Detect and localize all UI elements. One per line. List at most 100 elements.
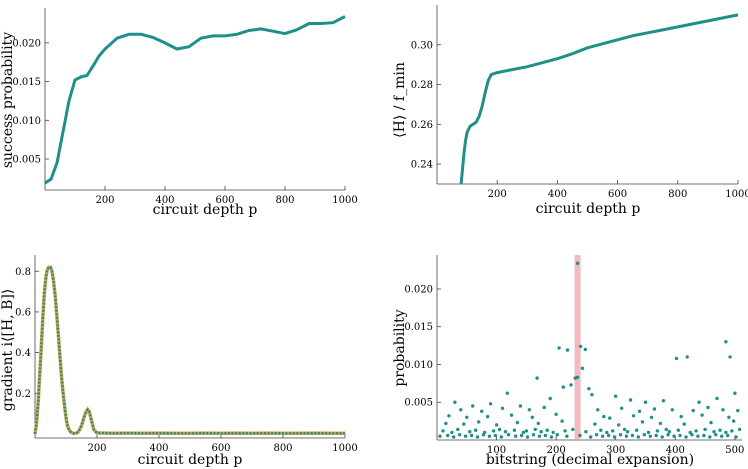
data-point — [459, 408, 463, 412]
gradient-line — [33, 266, 345, 435]
data-point — [594, 433, 599, 437]
data-point — [519, 433, 524, 438]
success-probability-line — [44, 15, 346, 185]
y-tick-label: 0.020 — [12, 38, 41, 49]
data-point — [450, 430, 454, 435]
data-point — [617, 423, 621, 427]
data-point — [684, 435, 688, 439]
y-tick-label: 0.30 — [411, 40, 433, 51]
data-point — [494, 423, 499, 427]
panel-gradient: 200 400 600 800 1000 0.2 0.4 0.6 0.8 circuit de… — [0, 255, 358, 468]
data-point — [584, 430, 588, 434]
y-ticks: 0.2 0.4 0.6 0.8 — [15, 267, 39, 400]
data-point — [513, 434, 518, 438]
gradient-accent-line — [33, 265, 345, 436]
data-point — [654, 433, 658, 438]
data-point — [444, 421, 448, 426]
data-point — [590, 393, 594, 397]
data-point — [580, 366, 585, 370]
data-point — [481, 433, 486, 437]
x-tick-label: 600 — [608, 189, 627, 200]
data-point — [503, 430, 508, 434]
data-point — [536, 421, 540, 426]
y-tick-label: 0.010 — [404, 360, 433, 371]
x-tick-label: 800 — [668, 189, 687, 200]
x-tick-label: 400 — [155, 195, 174, 206]
data-point — [694, 429, 698, 433]
data-point — [465, 415, 469, 419]
y-tick-label: 0.28 — [411, 80, 433, 91]
x-tick-label: 1000 — [332, 443, 357, 454]
data-point — [721, 408, 725, 412]
panel-mean-energy: 200 400 600 800 1000 0.24 0.26 0.28 0.30 circui… — [392, 5, 748, 217]
data-point — [543, 433, 548, 438]
data-point — [602, 414, 606, 419]
data-point — [535, 376, 539, 380]
data-point — [587, 387, 591, 391]
data-point — [573, 376, 577, 380]
data-point — [620, 406, 624, 410]
data-point — [630, 433, 635, 438]
y-tick-label: 0.2 — [15, 389, 31, 400]
y-axis-label: ⟨H⟩ / f_min — [392, 62, 408, 138]
data-point — [642, 433, 646, 437]
data-point — [676, 428, 680, 432]
x-tick-label: 200 — [87, 443, 106, 454]
data-point — [593, 422, 597, 426]
data-point — [457, 433, 462, 437]
data-point — [447, 414, 451, 418]
y-tick-label: 0.015 — [12, 77, 41, 88]
data-point — [474, 428, 478, 432]
data-point — [589, 435, 593, 439]
x-tick-label: 200 — [488, 189, 507, 200]
data-point — [497, 427, 502, 432]
data-point — [463, 434, 468, 438]
y-ticks: 0.005 0.010 0.015 0.020 — [404, 284, 441, 409]
data-point — [655, 429, 660, 433]
data-point — [569, 383, 573, 387]
data-point — [515, 420, 520, 425]
y-tick-label: 0.005 — [12, 155, 41, 166]
data-point — [706, 405, 710, 410]
x-tick-label: 800 — [273, 443, 292, 454]
data-point — [712, 430, 716, 434]
data-point — [664, 427, 668, 432]
data-point — [488, 402, 493, 406]
data-point — [718, 428, 722, 432]
x-tick-label: 200 — [95, 195, 114, 206]
data-point — [625, 430, 630, 434]
data-point — [456, 427, 460, 432]
data-point — [453, 400, 457, 404]
x-tick-label: 200 — [547, 445, 566, 456]
data-point — [702, 433, 706, 438]
data-point — [700, 413, 704, 417]
data-point — [652, 407, 657, 411]
x-ticks: 200 400 600 800 1000 — [87, 434, 358, 454]
data-point — [524, 429, 529, 433]
x-axis-label: circuit depth p — [536, 201, 641, 217]
data-point — [715, 396, 719, 401]
data-point — [469, 433, 474, 438]
y-tick-label: 0.4 — [15, 348, 31, 359]
panel-probability: 100 200 300 400 500 0.005 0.010 0.015 0.020 bit… — [392, 255, 744, 468]
x-tick-label: 1000 — [725, 189, 748, 200]
data-point — [727, 415, 731, 419]
data-point — [542, 405, 546, 410]
x-axis-label: bitstring (decimal expansion) — [486, 452, 694, 468]
x-ticks: 200 400 600 800 1000 — [488, 180, 748, 200]
data-point — [679, 414, 683, 419]
data-point — [690, 433, 694, 437]
y-axis-label: success probability — [0, 32, 16, 168]
data-point — [634, 428, 639, 432]
data-point — [643, 400, 648, 404]
data-point — [631, 414, 636, 418]
data-point — [622, 427, 627, 432]
data-point — [688, 430, 692, 435]
data-point — [441, 429, 445, 433]
x-tick-label: 600 — [215, 195, 234, 206]
x-ticks: 200 400 600 800 1000 — [95, 186, 358, 206]
data-point — [452, 435, 456, 439]
data-point — [512, 428, 517, 432]
x-tick-label: 400 — [666, 445, 685, 456]
